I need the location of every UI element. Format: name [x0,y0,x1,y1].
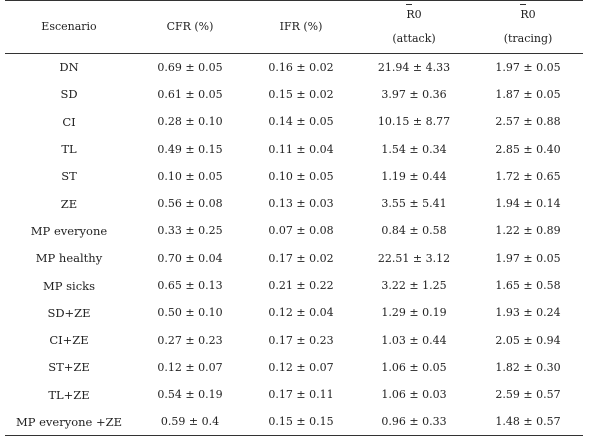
header-r0-tracing-sub: (tracing) [503,31,553,45]
cell-cfr: 0.54 ± 0.19 [157,388,223,402]
cell-r0-tracing: 1.97 ± 0.05 [495,251,561,265]
cell-r0-tracing: 1.72 ± 0.65 [495,169,561,183]
cell-r0-tracing: 2.85 ± 0.40 [495,142,561,156]
cell-scenario: ZE [60,196,78,211]
table-row: SD 0.61 ± 0.05 0.15 ± 0.02 3.97 ± 0.36 1.87 … [5,81,583,108]
table-row: ZE 0.56 ± 0.08 0.13 ± 0.03 3.55 ± 5.41 1.94 … [5,190,583,217]
header-r0-attack-sub: (attack) [392,31,436,45]
cell-ifr: 0.12 ± 0.07 [268,360,334,374]
cell-r0-tracing: 1.65 ± 0.58 [495,279,561,293]
cell-cfr: 0.12 ± 0.07 [157,360,223,374]
header-r0-attack-symbol: R0 [406,3,422,21]
cell-scenario: MP healthy [35,251,103,266]
cell-r0-tracing: 1.48 ± 0.57 [473,408,583,437]
header-cfr: CFR (%) [133,0,247,54]
cell-cfr: 0.65 ± 0.13 [157,279,223,293]
cell-r0-tracing: 1.22 ± 0.89 [495,224,561,238]
table-row: TL 0.49 ± 0.15 0.11 ± 0.04 1.54 ± 0.34 2.85 … [5,135,583,162]
cell-cfr: 0.50 ± 0.10 [157,306,223,320]
table-row: DN 0.69 ± 0.05 0.16 ± 0.02 21.94 ± 4.33 1.97… [5,54,583,81]
cell-ifr: 0.21 ± 0.22 [268,279,334,293]
cell-cfr: 0.56 ± 0.08 [157,197,223,211]
cell-r0-attack: 1.06 ± 0.03 [381,388,447,402]
table-row: ST 0.10 ± 0.05 0.10 ± 0.05 1.19 ± 0.44 1.72 … [5,163,583,190]
cell-ifr: 0.10 ± 0.05 [268,169,334,183]
table-row: CI+ZE 0.27 ± 0.23 0.17 ± 0.23 1.03 ± 0.44 2.… [5,326,583,353]
cell-cfr: 0.61 ± 0.05 [157,87,223,101]
cell-ifr: 0.11 ± 0.04 [268,142,334,156]
cell-ifr: 0.17 ± 0.23 [268,333,334,347]
cell-cfr: 0.27 ± 0.23 [157,333,223,347]
table-body: DN 0.69 ± 0.05 0.16 ± 0.02 21.94 ± 4.33 1.97… [5,54,583,437]
cell-cfr: 0.10 ± 0.05 [157,169,223,183]
cell-r0-tracing: 2.05 ± 0.94 [495,333,561,347]
header-r0-attack: R0 (attack) [355,0,473,54]
cell-r0-attack: 1.54 ± 0.34 [381,142,447,156]
cell-scenario: CI+ZE [49,333,89,348]
cell-r0-tracing: 1.87 ± 0.05 [495,87,561,101]
cell-scenario: CI [62,114,76,129]
cell-scenario: MP everyone +ZE [5,408,133,437]
cell-r0-attack: 1.19 ± 0.44 [381,169,447,183]
header-scenario: Escenario [5,0,133,54]
cell-ifr: 0.17 ± 0.02 [268,251,334,265]
cell-ifr: 0.13 ± 0.03 [268,197,334,211]
cell-scenario: MP sicks [42,278,96,293]
cell-r0-tracing: 2.59 ± 0.57 [495,388,561,402]
cell-ifr: 0.16 ± 0.02 [268,60,334,74]
cell-r0-tracing: 1.82 ± 0.30 [495,360,561,374]
cell-r0-attack: 1.06 ± 0.05 [381,360,447,374]
cell-r0-attack: 3.97 ± 0.36 [381,87,447,101]
table-row: MP healthy 0.70 ± 0.04 0.17 ± 0.02 22.51 ± … [5,245,583,272]
cell-r0-attack: 0.84 ± 0.58 [381,224,447,238]
cell-cfr: 0.33 ± 0.25 [157,224,223,238]
table-row: CI 0.28 ± 0.10 0.14 ± 0.05 10.15 ± 8.77 2.57… [5,108,583,135]
cell-scenario: SD+ZE [47,305,91,320]
table-row: MP sicks 0.65 ± 0.13 0.21 ± 0.22 3.22 ± 1.2… [5,272,583,299]
cell-r0-attack: 22.51 ± 3.12 [377,251,451,265]
cell-cfr: 0.59 ± 0.4 [133,408,247,437]
table-row: SD+ZE 0.50 ± 0.10 0.12 ± 0.04 1.29 ± 0.19 1.… [5,299,583,326]
table-row: MP everyone 0.33 ± 0.25 0.07 ± 0.08 0.84 ± … [5,217,583,244]
header-r0-tracing-symbol: R0 [520,3,536,21]
table-row: TL+ZE 0.54 ± 0.19 0.17 ± 0.11 1.06 ± 0.03 2.… [5,381,583,408]
header-row: Escenario CFR (%) IFR (%) R0 (attack) R0… [5,0,583,54]
header-ifr: IFR (%) [247,0,355,54]
cell-scenario: ST+ZE [48,360,90,375]
cell-r0-attack: 3.55 ± 5.41 [381,197,447,211]
cell-r0-tracing: 1.94 ± 0.14 [495,197,561,211]
cell-r0-tracing: 2.57 ± 0.88 [495,115,561,129]
cell-ifr: 0.15 ± 0.02 [268,87,334,101]
cell-r0-attack: 21.94 ± 4.33 [377,60,451,74]
cell-cfr: 0.49 ± 0.15 [157,142,223,156]
cell-cfr: 0.28 ± 0.10 [157,115,223,129]
cell-ifr: 0.14 ± 0.05 [268,115,334,129]
cell-ifr: 0.07 ± 0.08 [268,224,334,238]
cell-r0-tracing: 1.97 ± 0.05 [495,60,561,74]
cell-r0-tracing: 1.93 ± 0.24 [495,306,561,320]
cell-r0-attack: 1.03 ± 0.44 [381,333,447,347]
results-table: Escenario CFR (%) IFR (%) R0 (attack) R0… [5,0,583,437]
cell-ifr: 0.15 ± 0.15 [247,408,355,437]
table-header: Escenario CFR (%) IFR (%) R0 (attack) R0… [5,0,583,54]
cell-scenario: TL [61,142,77,157]
cell-r0-attack: 3.22 ± 1.25 [381,279,447,293]
cell-ifr: 0.17 ± 0.11 [268,388,334,402]
header-r0-tracing: R0 (tracing) [473,0,583,54]
cell-scenario: ST [61,169,77,184]
cell-scenario: SD [60,87,78,102]
table-row: MP everyone +ZE 0.59 ± 0.4 0.15 ± 0.15 0.96… [5,408,583,437]
cell-r0-attack: 10.15 ± 8.77 [377,115,451,129]
cell-r0-attack: 0.96 ± 0.33 [355,408,473,437]
table-row: ST+ZE 0.12 ± 0.07 0.12 ± 0.07 1.06 ± 0.05 1.… [5,354,583,381]
cell-cfr: 0.69 ± 0.05 [157,60,223,74]
cell-r0-attack: 1.29 ± 0.19 [381,306,447,320]
cell-cfr: 0.70 ± 0.04 [157,251,223,265]
cell-scenario: TL+ZE [48,387,90,402]
cell-ifr: 0.12 ± 0.04 [268,306,334,320]
cell-scenario: MP everyone [30,223,108,238]
cell-scenario: DN [59,60,79,75]
